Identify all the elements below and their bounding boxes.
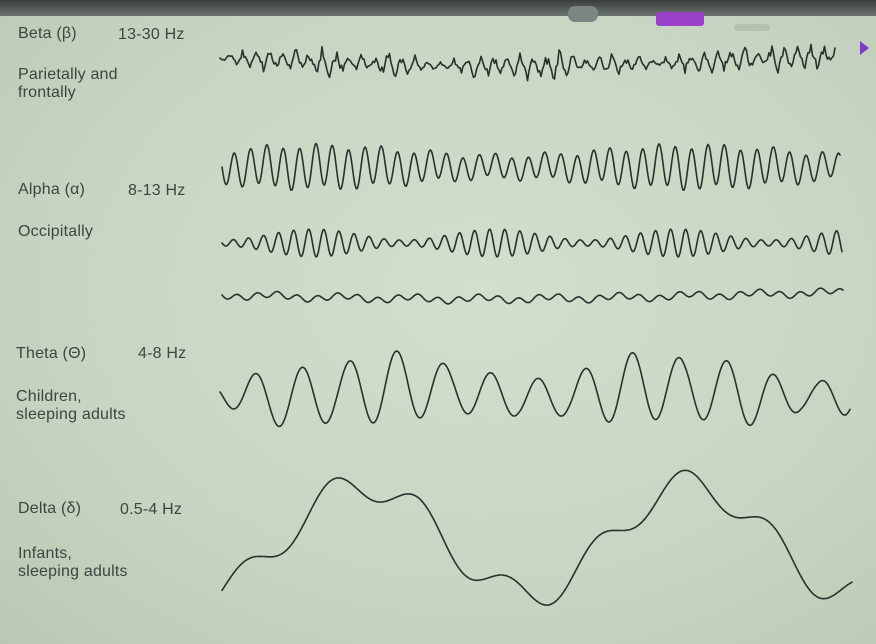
alpha-range: 8-13 Hz	[128, 182, 186, 199]
gray-tab	[568, 6, 598, 22]
faint-tab	[734, 24, 770, 31]
alpha-wave-bursts	[221, 228, 843, 258]
delta-location: Infants, sleeping adults	[18, 545, 128, 580]
alpha-location: Occipitally	[18, 223, 94, 240]
theta-location: Children, sleeping adults	[16, 388, 126, 423]
pointer-icon	[860, 41, 869, 55]
beta-wave	[219, 43, 836, 82]
beta-name: Beta (β)	[18, 25, 77, 42]
theta-range: 4-8 Hz	[138, 345, 187, 362]
purple-tab	[656, 12, 704, 26]
alpha-wave-strong	[221, 142, 841, 191]
delta-wave	[221, 469, 853, 606]
delta-range: 0.5-4 Hz	[120, 501, 183, 518]
theta-name: Theta (Θ)	[16, 345, 87, 362]
delta-name: Delta (δ)	[18, 500, 82, 517]
theta-wave	[219, 350, 851, 428]
beta-location: Parietally and frontally	[18, 66, 118, 101]
beta-range: 13-30 Hz	[118, 26, 185, 43]
alpha-wave-flat	[221, 287, 844, 305]
alpha-name: Alpha (α)	[18, 181, 86, 198]
